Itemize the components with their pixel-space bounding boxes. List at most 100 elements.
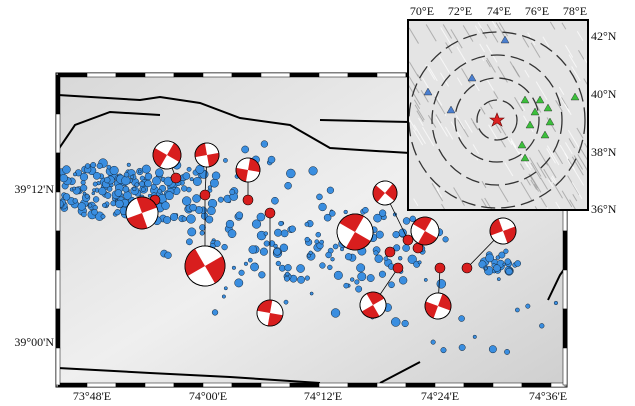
ridge [416, 110, 424, 122]
fault-line [58, 94, 411, 154]
ridge [408, 61, 419, 77]
earthquake-dot [221, 294, 226, 299]
ridge [571, 182, 583, 199]
earthquake-dot [164, 191, 174, 201]
ridge [584, 142, 588, 150]
earthquake-dot [440, 347, 447, 354]
earthquake-dot [115, 199, 124, 209]
beachball [489, 217, 517, 245]
frame-segment [144, 382, 175, 388]
earthquake-dot [354, 279, 360, 285]
earthquake-dot [126, 162, 131, 167]
frame-segment [55, 74, 61, 115]
ridge [436, 188, 443, 198]
beachball [424, 292, 452, 320]
earthquake-dot [207, 185, 212, 190]
frame-segment [55, 230, 61, 271]
earthquake-dot [129, 174, 135, 179]
ridge [491, 20, 497, 29]
earthquake-dot [539, 323, 545, 329]
ridge [540, 197, 548, 208]
frame-segment [260, 72, 291, 78]
earthquake-dot [409, 215, 416, 223]
ridge [453, 187, 465, 206]
earthquake-dot [258, 271, 266, 279]
earthquake-dot [235, 211, 244, 219]
earthquake-dot [144, 172, 153, 181]
earthquake-dot [329, 210, 336, 217]
earthquake-dot [104, 192, 112, 199]
earthquake-dot [325, 251, 332, 259]
earthquake-dot [223, 158, 228, 163]
ridge [571, 66, 581, 82]
frame-segment [376, 382, 407, 388]
ridge [408, 76, 420, 94]
ring [408, 31, 586, 209]
earthquake-dot [91, 191, 96, 196]
earthquake-dot [304, 275, 310, 281]
earthquake-dot [288, 225, 296, 233]
beachball-quadrant [412, 217, 432, 231]
ridge [564, 44, 574, 58]
ring [431, 54, 563, 186]
ridge [487, 101, 493, 110]
earthquake-dot [182, 172, 191, 180]
earthquake-dot [92, 188, 96, 193]
frame-segment [562, 347, 568, 386]
earthquake-dot [483, 266, 488, 271]
ridge [520, 181, 533, 201]
earthquake-dot [355, 285, 363, 293]
ridge [519, 163, 525, 171]
ridge [524, 69, 530, 78]
event-dot [242, 194, 254, 206]
fault-line [58, 110, 161, 151]
station [525, 120, 535, 129]
earthquake-dot [344, 253, 353, 261]
earthquake-dot [498, 251, 506, 259]
earthquake-dot [81, 211, 87, 218]
frame-segment [463, 382, 494, 388]
earthquake-dot [327, 264, 333, 271]
beachball [125, 196, 159, 230]
distance-rings [408, 31, 586, 209]
ridge [472, 144, 480, 155]
earthquake-dot [472, 334, 477, 339]
ridge [498, 22, 508, 37]
ridge [479, 43, 486, 53]
ridge [442, 24, 453, 39]
earthquake-dot [181, 185, 188, 192]
ridge [440, 72, 450, 87]
ridge [577, 154, 588, 171]
ridge [479, 54, 485, 62]
ridge [548, 179, 554, 188]
earthquake-dot [504, 258, 511, 265]
station [500, 35, 510, 44]
ridge [434, 96, 446, 115]
event-dot [434, 262, 446, 274]
earthquake-dot [397, 256, 403, 261]
ridge [498, 123, 507, 136]
ridge [435, 116, 448, 137]
earthquake-dot [211, 171, 221, 180]
frame-segment [144, 72, 175, 78]
ridge [536, 162, 547, 179]
ridge [564, 103, 572, 116]
beachball-outline [424, 292, 452, 320]
ridge [561, 97, 569, 109]
ridge [481, 181, 487, 189]
earthquake-dot [488, 345, 497, 354]
earthquake-dot [250, 262, 259, 272]
ridge [530, 179, 538, 190]
ring [454, 77, 540, 163]
beachball-outline [372, 180, 398, 206]
earthquake-dot [114, 209, 121, 216]
earthquake-dot [101, 202, 107, 208]
earthquake-dot [238, 269, 245, 276]
beachball [372, 180, 398, 206]
station [467, 73, 477, 82]
earthquake-dot [90, 161, 97, 168]
earthquake-dot [398, 276, 408, 285]
ridge [497, 66, 508, 83]
earthquake-dot [163, 216, 171, 224]
